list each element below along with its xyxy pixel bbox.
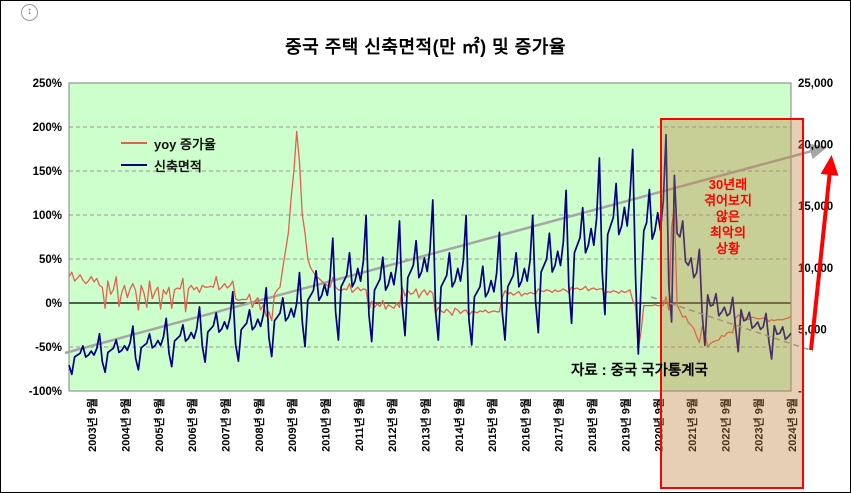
legend-item-yoy: yoy 증가율 [121, 132, 216, 154]
x-axis-tick-label: 2024년 9월 [785, 398, 799, 452]
crisis-annotation: 30년래 겪어보지 않은 최악의 상황 [704, 177, 752, 256]
legend-label-area: 신축면적 [154, 158, 202, 174]
y-axis-left-tick-label: -50% [35, 342, 62, 354]
x-axis-tick-label: 2005년 9월 [152, 398, 166, 452]
legend: yoy 증가율 신축면적 [121, 132, 216, 176]
x-axis-tick-label: 2022년 9월 [718, 398, 732, 452]
yoy-line-series [68, 130, 792, 350]
highlight-region [660, 118, 804, 489]
x-axis-tick-label: 2018년 9월 [585, 398, 599, 452]
decline-dashed-line [650, 296, 814, 352]
x-axis-tick-label: 2007년 9월 [219, 398, 233, 452]
surge-arrow [809, 155, 839, 351]
x-axis-tick-label: 2008년 9월 [252, 398, 266, 452]
x-axis-tick-label: 2013년 9월 [418, 398, 432, 452]
x-axis-tick-label: 2014년 9월 [452, 398, 466, 452]
x-axis-tick-label: 2021년 9월 [685, 398, 699, 452]
y-axis-left-tick-label: 0% [45, 298, 62, 310]
x-axis-tick-label: 2006년 9월 [185, 398, 199, 452]
chart-title: 중국 주택 신축면적(만 ㎡) 및 증가율 [285, 37, 566, 57]
x-axis-tick-label: 2015년 9월 [485, 398, 499, 452]
y-axis-left-tick-label: 150% [33, 166, 62, 178]
autoscroll-icon: ↕ [21, 4, 38, 21]
y-axis-right-tick-label: 25,000 [798, 78, 833, 90]
y-axis-left-tick-label: -100% [29, 386, 62, 398]
y-axis-right-tick-label: 20,000 [798, 140, 833, 152]
yoy-line-swatch [121, 142, 147, 144]
legend-label-yoy: yoy 증가율 [154, 136, 216, 152]
x-axis-tick-label: 2012년 9월 [385, 398, 399, 452]
y-axis-right-tick-label: 10,000 [798, 263, 833, 275]
y-axis-left-tick-label: 200% [33, 122, 62, 134]
x-axis-tick-label: 2019년 9월 [618, 398, 632, 452]
area-line-series [68, 133, 792, 376]
x-axis-tick-label: 2010년 9월 [318, 398, 332, 452]
plot-border [68, 82, 792, 392]
y-axis-left-tick-label: 50% [39, 254, 62, 266]
source-label: 자료 : 중국 국가통계국 [571, 363, 708, 379]
x-axis-tick-label: 2003년 9월 [85, 398, 99, 452]
x-axis-tick-label: 2004년 9월 [119, 398, 133, 452]
trend-arrow [64, 143, 828, 355]
x-axis-tick-label: 2009년 9월 [285, 398, 299, 452]
x-axis-tick-label: 2016년 9월 [518, 398, 532, 452]
x-axis-tick-label: 2017년 9월 [552, 398, 566, 452]
area-line-swatch [121, 164, 147, 166]
x-axis-tick-label: 2011년 9월 [352, 398, 366, 451]
x-axis-tick-label: 2023년 9월 [752, 398, 766, 452]
y-axis-left-tick-label: 100% [33, 210, 62, 222]
x-axis-tick-label: 2020년 9월 [652, 398, 666, 452]
legend-item-area: 신축면적 [121, 154, 216, 176]
y-axis-left-tick-label: 250% [33, 78, 62, 90]
y-axis-right-tick-label: - [798, 386, 802, 398]
